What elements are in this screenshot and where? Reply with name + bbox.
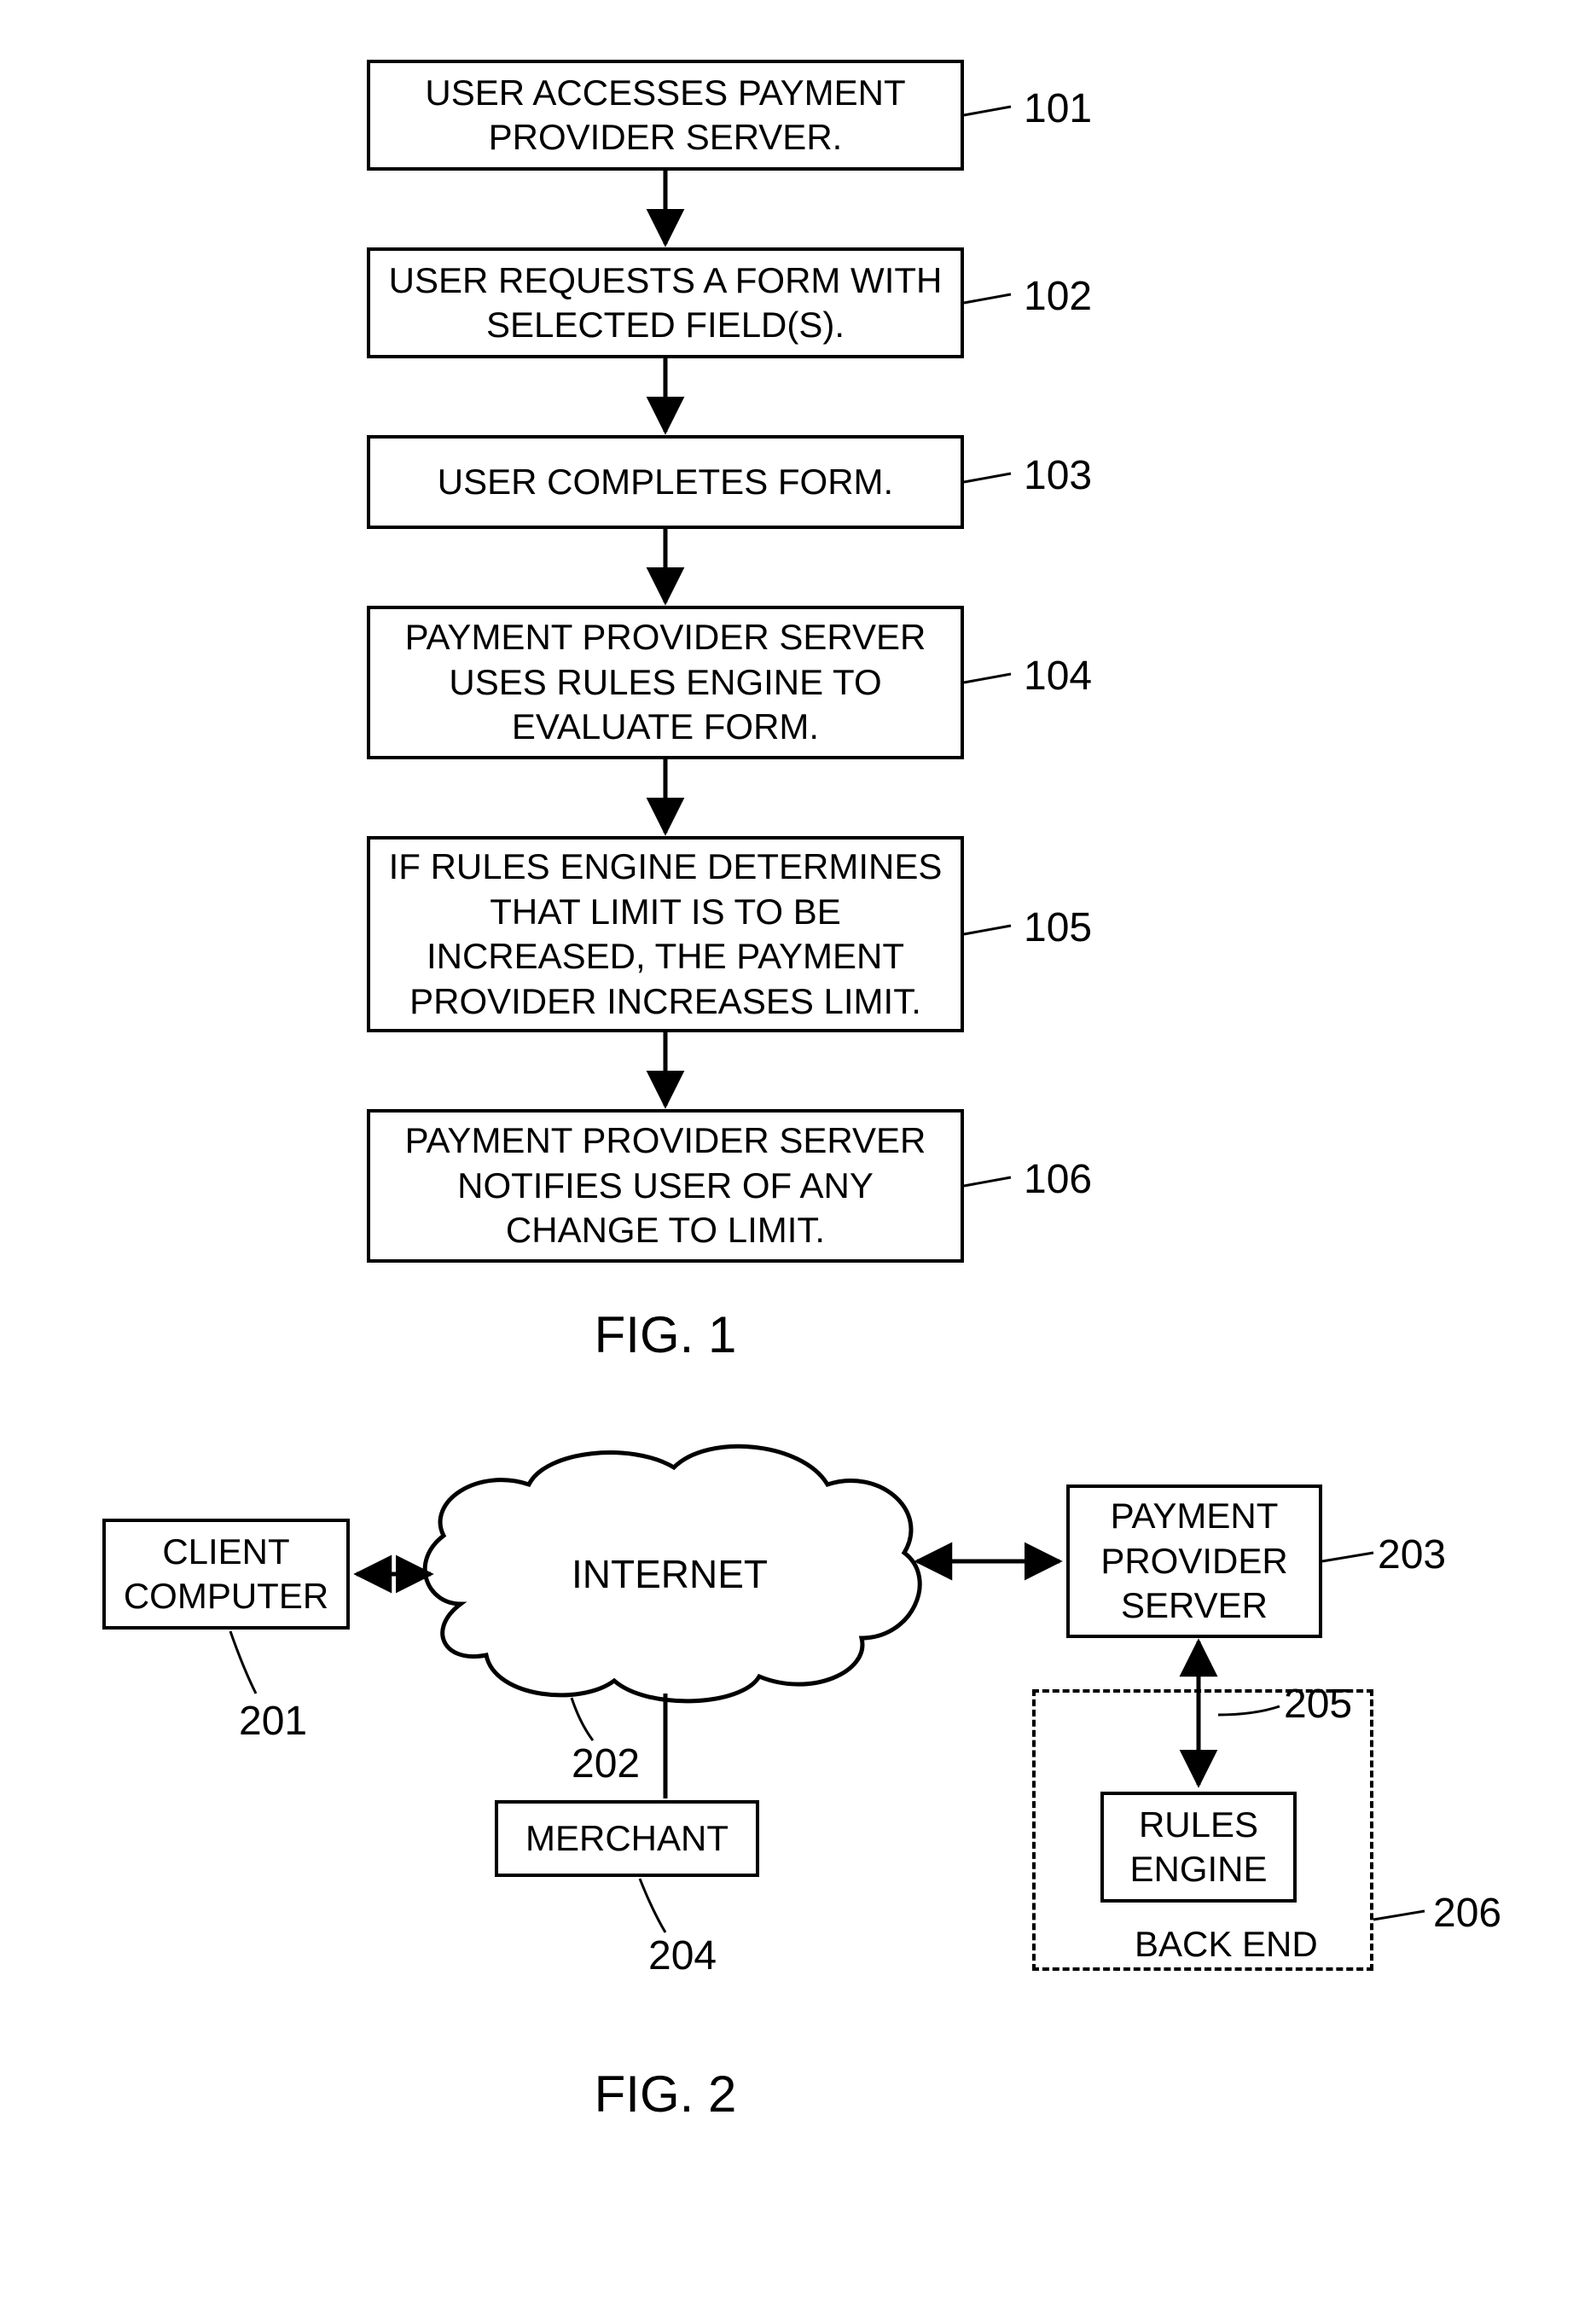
fig2-caption: FIG. 2 [537,2065,793,2124]
step-text: USER COMPLETES FORM. [438,460,893,505]
node-text: CLIENT COMPUTER [123,1530,329,1619]
ref-104: 104 [1024,653,1092,700]
node-text: PAYMENT PROVIDER SERVER [1087,1494,1302,1629]
step-text: IF RULES ENGINE DETERMINES THAT LIMIT IS… [387,845,943,1024]
node-text: MERCHANT [525,1816,729,1862]
ref-201: 201 [239,1698,307,1745]
ref-105: 105 [1024,904,1092,951]
ref-202: 202 [572,1740,640,1787]
step-106: PAYMENT PROVIDER SERVER NOTIFIES USER OF… [367,1109,964,1263]
ref-203: 203 [1378,1531,1446,1578]
ref-103: 103 [1024,452,1092,499]
page: USER ACCESSES PAYMENT PROVIDER SERVER. 1… [0,0,1579,2324]
rules-engine: RULES ENGINE [1100,1792,1297,1903]
payment-provider-server: PAYMENT PROVIDER SERVER [1066,1484,1322,1638]
ref-101: 101 [1024,85,1092,132]
step-text: USER ACCESSES PAYMENT PROVIDER SERVER. [387,71,943,160]
fig1-caption: FIG. 1 [537,1305,793,1364]
step-text: USER REQUESTS A FORM WITH SELECTED FIELD… [387,259,943,348]
ref-102: 102 [1024,273,1092,320]
internet-label: INTERNET [563,1551,776,1597]
step-text: PAYMENT PROVIDER SERVER USES RULES ENGIN… [387,615,943,750]
ref-204: 204 [648,1932,717,1979]
ref-206: 206 [1433,1890,1501,1937]
backend-label: BACK END [1135,1924,1318,1965]
step-103: USER COMPLETES FORM. [367,435,964,529]
step-101: USER ACCESSES PAYMENT PROVIDER SERVER. [367,60,964,171]
client-computer: CLIENT COMPUTER [102,1519,350,1630]
step-104: PAYMENT PROVIDER SERVER USES RULES ENGIN… [367,606,964,759]
merchant: MERCHANT [495,1800,759,1877]
step-text: PAYMENT PROVIDER SERVER NOTIFIES USER OF… [387,1118,943,1253]
node-text: RULES ENGINE [1121,1803,1276,1892]
step-102: USER REQUESTS A FORM WITH SELECTED FIELD… [367,247,964,358]
ref-106: 106 [1024,1156,1092,1203]
step-105: IF RULES ENGINE DETERMINES THAT LIMIT IS… [367,836,964,1032]
ref-205: 205 [1284,1681,1352,1728]
